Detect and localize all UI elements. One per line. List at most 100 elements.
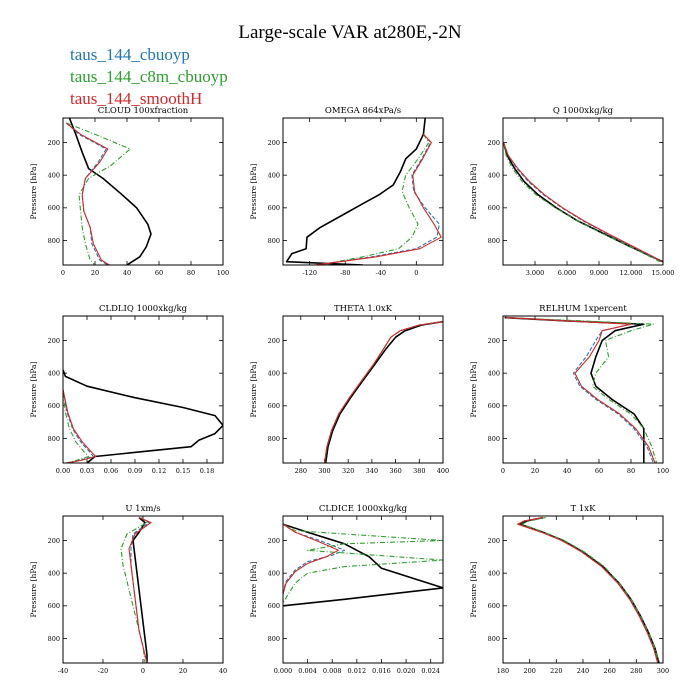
y-axis-label: Pressure [hPa] [29,163,38,219]
y-tick-label: 800 [48,435,60,443]
y-tick-label: 400 [268,569,280,577]
y-tick-label: 200 [48,139,60,147]
series-line-taus_144_smoothH [506,317,656,463]
x-tick-label: 0.016 [372,667,391,675]
x-tick-label: 280 [295,467,307,475]
series-line-taus_144_smoothH [323,321,443,463]
y-tick-label: 800 [488,237,500,245]
series-line-control [503,142,663,263]
y-tick-label: 600 [268,204,280,212]
x-tick-label: 9.000 [590,269,609,277]
series-line-control [68,118,152,265]
x-tick-label: 80 [627,467,635,475]
x-tick-label: 240 [577,667,589,675]
x-tick-label: 40 [219,667,227,675]
plot-frame [502,315,664,464]
y-axis-label: Pressure [hPa] [249,163,258,219]
x-tick-label: 0.012 [348,667,367,675]
y-tick-label: 200 [268,139,280,147]
y-tick-label: 600 [268,602,280,610]
panel-title: CLOUD 100xfraction [98,106,189,116]
series-line-control [285,118,426,265]
plot-frame [282,315,444,464]
panel-title: CLDLIQ 1000xkg/kg [99,304,188,314]
series-line-taus_144_c8m_cbuoyp [323,321,443,463]
series-line-control [519,516,660,663]
series-line-taus_144_cbuoyp [65,122,109,265]
series-line-taus_144_smoothH [128,517,152,663]
x-tick-label: 40 [563,467,571,475]
series-line-control [63,369,223,463]
legend-entry-2: taus_144_c8m_cbuoyp [70,67,228,86]
chart-panel-8: CLDICE 1000xkg/kg Pressure [hPa] 200 400 600… [249,504,444,675]
panel-title: CLDICE 1000xkg/kg [319,504,408,514]
panel-title: OMEGA 864xPa/s [325,106,401,116]
series-group [285,118,442,265]
y-tick-label: 200 [48,537,60,545]
series-line-taus_144_c8m_cbuoyp [63,392,90,463]
x-tick-label: 0.06 [104,467,118,475]
series-line-taus_144_smoothH [65,122,110,265]
y-tick-label: 400 [488,569,500,577]
series-line-taus_144_c8m_cbuoyp [503,142,661,263]
y-tick-label: 600 [488,602,500,610]
series-line-taus_144_cbuoyp [314,133,440,265]
panel-title: Q 1000xkg/kg [553,106,614,116]
x-tick-label: -120 [302,269,317,277]
plot-frame [502,117,664,266]
series-group [503,142,663,263]
chart-panel-5: THETA 1.0xK Pressure [hPa] 200 400 600 800 280… [249,304,449,475]
x-tick-label: 0 [141,667,145,675]
y-tick-label: 600 [48,402,60,410]
y-axis-label: Pressure [hPa] [469,561,478,617]
series-line-taus_144_cbuoyp [63,389,94,463]
y-axis-label: Pressure [hPa] [29,361,38,417]
x-tick-label: 280 [630,667,642,675]
panel-title: RELHUM 1xpercent [539,304,627,314]
y-tick-label: 400 [488,171,500,179]
y-tick-label: 800 [48,635,60,643]
series-line-control [132,516,148,663]
x-tick-label: 320 [342,467,354,475]
y-tick-label: 600 [488,204,500,212]
plot-frame [502,515,664,664]
legend: taus_144_cbuoyp taus_144_c8m_cbuoyp taus… [70,45,228,108]
series-line-control [283,523,443,607]
x-tick-label: -80 [340,269,350,277]
series-line-taus_144_smoothH [314,133,442,265]
x-tick-label: 0.00 [56,467,70,475]
figure-title: Large-scale VAR at280E,-2N [238,22,461,43]
legend-entry-1: taus_144_cbuoyp [70,45,190,64]
x-tick-label: 15.000 [652,269,675,277]
x-tick-label: 100 [657,467,669,475]
x-tick-label: 3.000 [526,269,545,277]
chart-panel-4: CLDLIQ 1000xkg/kg Pressure [hPa] 200 400 600… [29,304,224,475]
y-tick-label: 200 [488,139,500,147]
x-tick-label: 380 [413,467,425,475]
y-tick-label: 800 [488,435,500,443]
series-line-taus_144_c8m_cbuoyp [506,317,658,463]
y-tick-label: 600 [48,204,60,212]
series-line-taus_144_cbuoyp [283,523,346,593]
series-line-taus_144_c8m_cbuoyp [521,517,660,663]
series-group [283,523,443,607]
x-tick-label: -40 [376,269,386,277]
y-axis-label: Pressure [hPa] [249,361,258,417]
x-tick-label: 300 [657,667,669,675]
series-line-taus_144_smoothH [283,523,339,595]
plot-frame [62,117,224,266]
series-group [323,320,443,463]
x-tick-label: 40 [123,269,131,277]
panel-title: U 1xm/s [125,504,160,514]
x-tick-label: 0.18 [200,467,214,475]
x-tick-label: 60 [155,269,163,277]
y-tick-label: 600 [268,402,280,410]
x-tick-label: 0.09 [128,467,142,475]
x-tick-label: -40 [58,667,68,675]
x-tick-label: 200 [523,667,535,675]
chart-panel-9: T 1xK Pressure [hPa] 200 400 600 800 180 200 220… [469,504,669,675]
x-tick-label: 360 [389,467,401,475]
